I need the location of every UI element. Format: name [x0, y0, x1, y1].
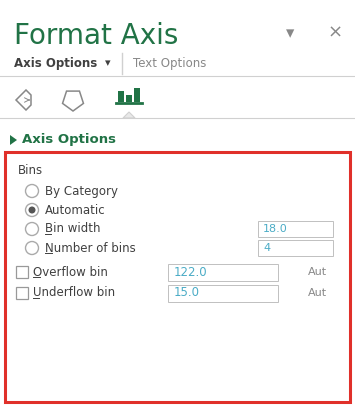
- Text: Bin width: Bin width: [45, 223, 100, 236]
- Bar: [134, 88, 140, 102]
- Text: Aut: Aut: [308, 288, 327, 298]
- Text: ▾: ▾: [105, 58, 111, 68]
- Circle shape: [28, 206, 36, 214]
- Text: 4: 4: [263, 243, 270, 253]
- Text: Format Axis: Format Axis: [14, 22, 178, 50]
- FancyBboxPatch shape: [258, 240, 333, 256]
- Text: Axis Options: Axis Options: [14, 57, 97, 70]
- Polygon shape: [123, 112, 135, 118]
- FancyBboxPatch shape: [168, 284, 278, 302]
- Circle shape: [26, 184, 38, 197]
- Circle shape: [26, 204, 38, 217]
- Bar: [118, 91, 124, 102]
- Text: Underflow bin: Underflow bin: [33, 287, 115, 300]
- FancyBboxPatch shape: [16, 287, 28, 299]
- Text: Overflow bin: Overflow bin: [33, 265, 108, 278]
- Text: Number of bins: Number of bins: [45, 241, 136, 254]
- Text: ×: ×: [327, 24, 343, 42]
- Circle shape: [26, 223, 38, 236]
- Text: By Category: By Category: [45, 184, 118, 197]
- Text: ▾: ▾: [286, 24, 294, 42]
- Polygon shape: [10, 135, 17, 145]
- FancyBboxPatch shape: [5, 152, 350, 402]
- Circle shape: [26, 241, 38, 254]
- Text: Text Options: Text Options: [133, 57, 206, 70]
- FancyBboxPatch shape: [258, 221, 333, 237]
- FancyBboxPatch shape: [168, 263, 278, 280]
- Text: 15.0: 15.0: [174, 287, 200, 300]
- Text: Bins: Bins: [18, 164, 43, 177]
- Text: Automatic: Automatic: [45, 204, 106, 217]
- Text: Axis Options: Axis Options: [22, 133, 116, 147]
- Bar: [126, 95, 132, 102]
- Text: 18.0: 18.0: [263, 224, 288, 234]
- Text: Aut: Aut: [308, 267, 327, 277]
- FancyBboxPatch shape: [16, 266, 28, 278]
- Text: 122.0: 122.0: [174, 265, 208, 278]
